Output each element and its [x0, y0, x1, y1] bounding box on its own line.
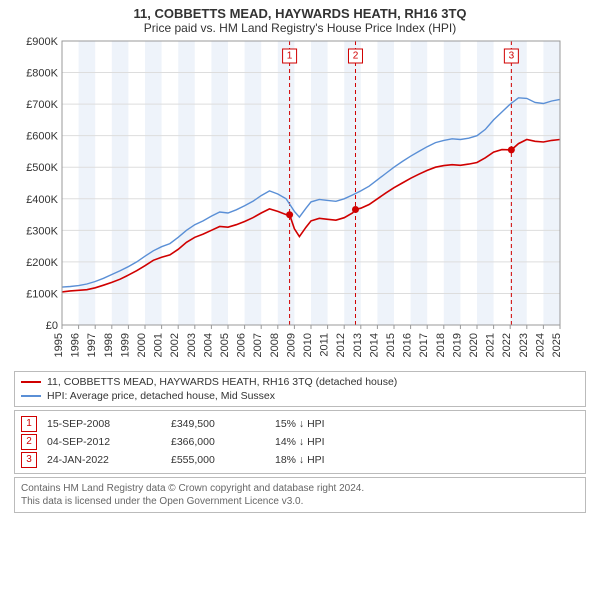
legend-label-hpi: HPI: Average price, detached house, Mid … [47, 389, 275, 403]
svg-text:1995: 1995 [53, 333, 65, 357]
price-chart: £0 £100K £200K £300K £400K £500K £600K £700K £80… [10, 37, 570, 367]
svg-text:2010: 2010 [302, 333, 314, 357]
svg-text:£800K: £800K [26, 68, 58, 80]
table-row: 1 15-SEP-2008 £349,500 15% ↓ HPI [21, 415, 579, 433]
svg-text:£100K: £100K [26, 288, 58, 300]
sale-date: 04-SEP-2012 [47, 433, 167, 451]
attribution: Contains HM Land Registry data © Crown c… [14, 477, 586, 513]
svg-text:1996: 1996 [70, 333, 82, 357]
svg-text:2018: 2018 [435, 333, 447, 357]
svg-text:1999: 1999 [119, 333, 131, 357]
svg-text:2014: 2014 [368, 333, 380, 357]
table-row: 3 24-JAN-2022 £555,000 18% ↓ HPI [21, 451, 579, 469]
svg-text:£200K: £200K [26, 257, 58, 269]
svg-text:£0: £0 [46, 320, 58, 332]
table-row: 2 04-SEP-2012 £366,000 14% ↓ HPI [21, 433, 579, 451]
svg-text:2007: 2007 [252, 333, 264, 357]
svg-text:1998: 1998 [103, 333, 115, 357]
svg-text:2003: 2003 [186, 333, 198, 357]
sale-price: £349,500 [171, 415, 271, 433]
sale-marker-2: 2 [21, 434, 37, 450]
svg-text:£300K: £300K [26, 225, 58, 237]
svg-text:2008: 2008 [269, 333, 281, 357]
svg-text:2023: 2023 [518, 333, 530, 357]
svg-text:£400K: £400K [26, 194, 58, 206]
svg-text:1: 1 [287, 51, 293, 62]
legend: 11, COBBETTS MEAD, HAYWARDS HEATH, RH16 … [14, 371, 586, 407]
svg-text:2022: 2022 [501, 333, 513, 357]
svg-text:£500K: £500K [26, 162, 58, 174]
svg-text:2000: 2000 [136, 333, 148, 357]
attribution-line: Contains HM Land Registry data © Crown c… [21, 482, 579, 495]
svg-text:2013: 2013 [352, 333, 364, 357]
svg-text:2004: 2004 [202, 333, 214, 357]
svg-text:2020: 2020 [468, 333, 480, 357]
svg-text:2: 2 [353, 51, 359, 62]
svg-text:£900K: £900K [26, 37, 58, 48]
svg-text:2005: 2005 [219, 333, 231, 357]
sale-delta: 15% ↓ HPI [275, 415, 579, 433]
svg-text:2017: 2017 [418, 333, 430, 357]
sale-date: 15-SEP-2008 [47, 415, 167, 433]
svg-text:2012: 2012 [335, 333, 347, 357]
svg-text:2009: 2009 [285, 333, 297, 357]
svg-text:1997: 1997 [86, 333, 98, 357]
svg-text:2024: 2024 [534, 333, 546, 357]
sale-marker-3: 3 [21, 452, 37, 468]
sales-table: 1 15-SEP-2008 £349,500 15% ↓ HPI 2 04-SE… [14, 410, 586, 474]
svg-text:2025: 2025 [551, 333, 563, 357]
chart-subtitle: Price paid vs. HM Land Registry's House … [10, 21, 590, 35]
sale-date: 24-JAN-2022 [47, 451, 167, 469]
sale-delta: 14% ↓ HPI [275, 433, 579, 451]
svg-text:3: 3 [509, 51, 515, 62]
svg-text:£600K: £600K [26, 131, 58, 143]
sale-price: £555,000 [171, 451, 271, 469]
attribution-line: This data is licensed under the Open Gov… [21, 495, 579, 508]
legend-swatch-property [21, 381, 41, 383]
legend-label-property: 11, COBBETTS MEAD, HAYWARDS HEATH, RH16 … [47, 375, 397, 389]
svg-text:£700K: £700K [26, 99, 58, 111]
sale-price: £366,000 [171, 433, 271, 451]
svg-text:2016: 2016 [402, 333, 414, 357]
sale-marker-1: 1 [21, 416, 37, 432]
svg-text:2006: 2006 [236, 333, 248, 357]
svg-text:2019: 2019 [451, 333, 463, 357]
sale-delta: 18% ↓ HPI [275, 451, 579, 469]
svg-text:2001: 2001 [153, 333, 165, 357]
svg-text:2021: 2021 [485, 333, 497, 357]
legend-swatch-hpi [21, 395, 41, 397]
chart-title: 11, COBBETTS MEAD, HAYWARDS HEATH, RH16 … [10, 6, 590, 21]
svg-text:2011: 2011 [319, 333, 331, 357]
svg-text:2002: 2002 [169, 333, 181, 357]
svg-text:2015: 2015 [385, 333, 397, 357]
